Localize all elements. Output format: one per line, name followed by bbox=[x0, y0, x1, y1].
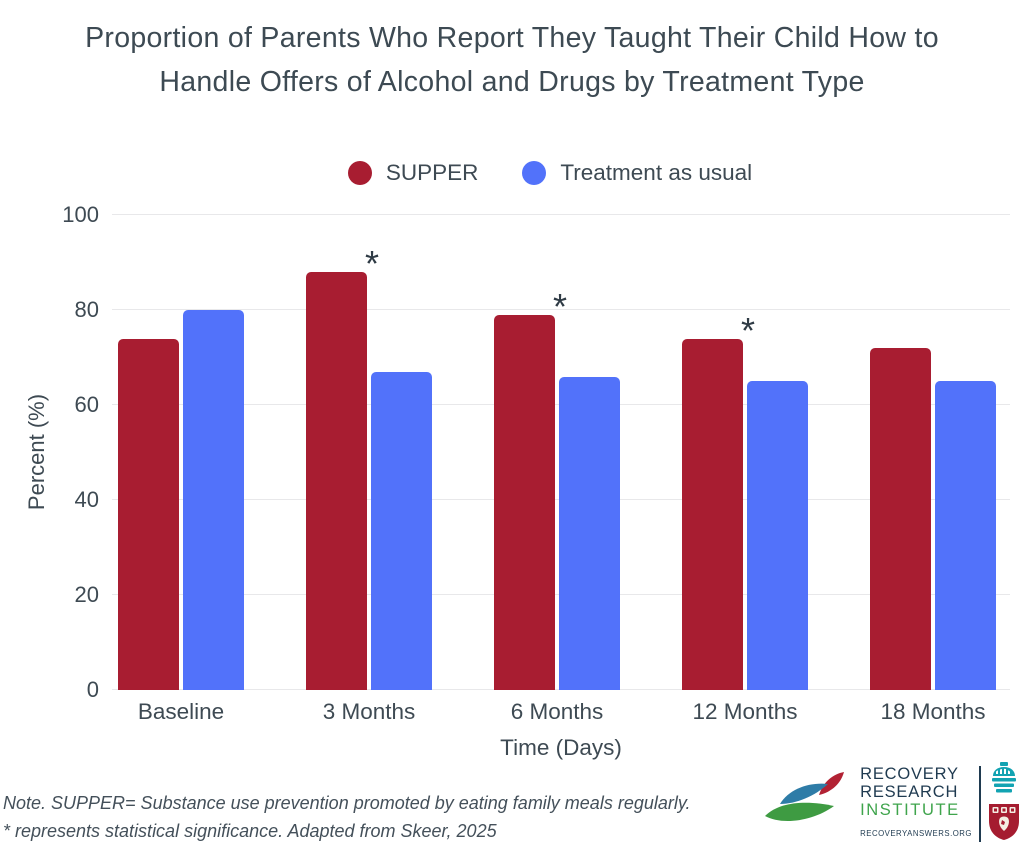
bar-treatment-as-usual-6-months bbox=[559, 376, 620, 690]
bar-group-12-months: * bbox=[651, 215, 839, 690]
logo-line-research: RESEARCH bbox=[860, 783, 959, 801]
x-tick-label: 18 Months bbox=[880, 699, 986, 724]
gridline bbox=[112, 214, 1010, 215]
bar-supper-baseline bbox=[118, 338, 179, 690]
gridline bbox=[112, 309, 1010, 310]
legend-dot-icon bbox=[347, 161, 372, 185]
legend-item-supper: SUPPER bbox=[347, 160, 479, 186]
logo-line-institute: INSTITUTE bbox=[860, 801, 960, 819]
legend: SUPPER Treatment as usual bbox=[38, 160, 1024, 186]
chart-title-line2: Handle Offers of Alcohol and Drugs by Tr… bbox=[159, 66, 865, 98]
chart-title: Proportion of Parents Who Report They Ta… bbox=[0, 16, 1024, 104]
bar-group-3-months: * bbox=[275, 215, 463, 690]
legend-item-treatment-as-usual: Treatment as usual bbox=[522, 160, 752, 186]
bar-treatment-as-usual-baseline bbox=[183, 310, 244, 690]
legend-label: SUPPER bbox=[385, 160, 479, 185]
y-tick-label: 60 bbox=[74, 392, 99, 417]
x-axis-ticks: Baseline 3 Months 6 Months 12 Months 18 Mont… bbox=[87, 699, 1024, 725]
legend-dot-icon bbox=[522, 161, 547, 185]
footnote-line2: * represents statistical significance. A… bbox=[3, 821, 497, 841]
footnote: Note. SUPPER= Substance use prevention p… bbox=[3, 789, 691, 845]
x-tick-label: 3 Months bbox=[322, 699, 416, 724]
significance-asterisk: * bbox=[740, 309, 756, 351]
logo-website: RECOVERYANSWERS.ORG bbox=[860, 829, 972, 838]
y-tick-label: 80 bbox=[74, 297, 99, 322]
bar-groups: * * * bbox=[87, 215, 1024, 690]
logo-line-recovery: RECOVERY bbox=[860, 765, 959, 783]
leaves-icon bbox=[763, 771, 853, 838]
bar-supper-12-months bbox=[682, 338, 743, 690]
bar-group-18-months bbox=[839, 215, 1024, 690]
x-tick-label: 6 Months bbox=[510, 699, 604, 724]
y-tick-label: 0 bbox=[86, 677, 99, 702]
significance-asterisk: * bbox=[552, 285, 568, 327]
bar-supper-18-months bbox=[870, 348, 931, 690]
bar-treatment-as-usual-18-months bbox=[935, 381, 996, 690]
logo-icons bbox=[988, 762, 1020, 846]
footnote-line1: Note. SUPPER= Substance use prevention p… bbox=[3, 793, 691, 813]
bar-group-baseline bbox=[87, 215, 275, 690]
y-tick-label: 40 bbox=[74, 487, 99, 512]
x-tick-label: Baseline bbox=[137, 699, 225, 724]
bar-treatment-as-usual-3-months bbox=[371, 371, 432, 690]
x-axis-label: Time (Days) bbox=[500, 735, 622, 760]
recovery-research-institute-logo: RECOVERY RESEARCH INSTITUTE RECOVERYANSW… bbox=[763, 762, 1020, 846]
temple-icon bbox=[989, 762, 1019, 799]
x-tick-label: 12 Months bbox=[692, 699, 798, 724]
shield-icon bbox=[988, 803, 1020, 846]
y-tick-label: 20 bbox=[74, 582, 99, 607]
chart-title-line1: Proportion of Parents Who Report They Ta… bbox=[85, 22, 939, 54]
y-axis-label: Percent (%) bbox=[24, 393, 49, 511]
y-axis-ticks: 0 20 40 60 80 100 bbox=[0, 202, 99, 702]
logo-divider bbox=[979, 766, 981, 842]
bar-group-6-months: * bbox=[463, 215, 651, 690]
legend-label: Treatment as usual bbox=[560, 160, 753, 185]
bar-supper-6-months bbox=[494, 314, 555, 690]
significance-asterisk: * bbox=[364, 243, 380, 284]
logo-text: RECOVERY RESEARCH INSTITUTE RECOVERYANSW… bbox=[860, 765, 972, 843]
bar-treatment-as-usual-12-months bbox=[747, 381, 808, 690]
bar-supper-3-months bbox=[306, 272, 367, 690]
y-tick-label: 100 bbox=[62, 202, 99, 227]
